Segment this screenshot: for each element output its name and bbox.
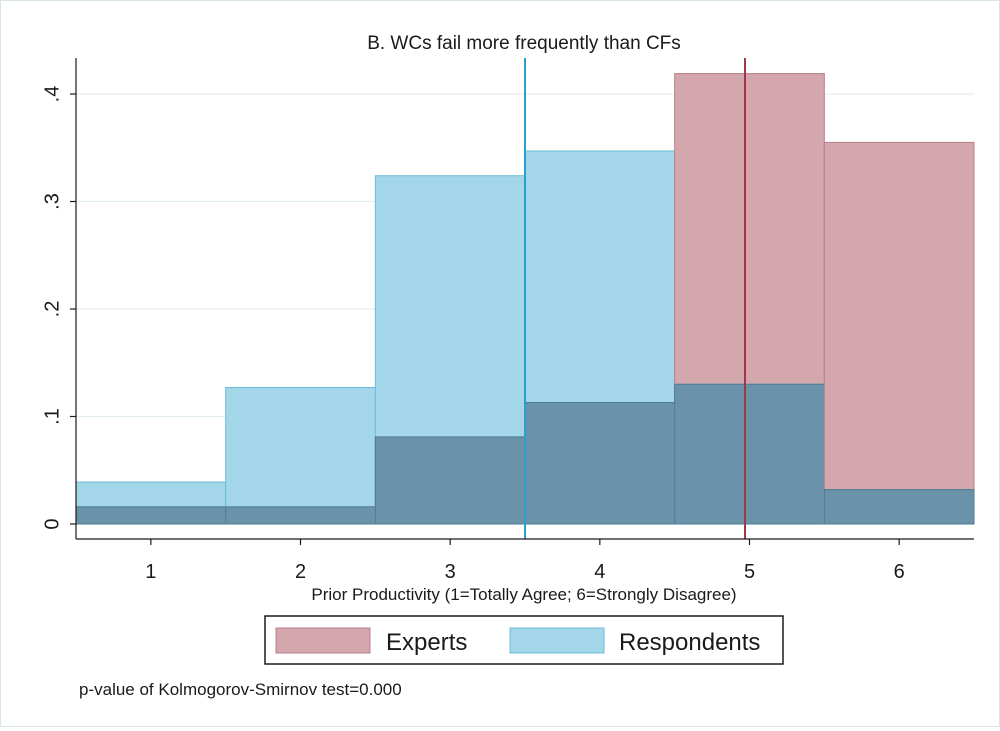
y-tick-label-1: .1	[41, 408, 63, 425]
ks-test-note: p-value of Kolmogorov-Smirnov test=0.000	[79, 680, 402, 699]
x-tick-label-1: 1	[145, 561, 156, 583]
bar-respondents-2	[225, 386, 376, 525]
axes	[75, 58, 974, 540]
bar-overlap-6	[823, 489, 975, 525]
legend-swatch-respondents	[509, 627, 605, 654]
y-tick-label-2: .2	[41, 301, 63, 318]
x-tick-label-5: 5	[744, 561, 755, 583]
chart-title: B. WCs fail more frequently than CFs	[367, 33, 681, 54]
x-tick-label-3: 3	[445, 561, 456, 583]
bar-overlap-3	[374, 436, 526, 525]
bars-layer	[75, 73, 975, 525]
bar-overlap-2	[225, 506, 376, 525]
bar-overlap-4	[524, 402, 676, 525]
y-tick-label-3: .3	[41, 193, 63, 210]
mean-lines	[524, 58, 747, 539]
x-tick-label-6: 6	[894, 561, 905, 583]
x-axis-label: Prior Productivity (1=Totally Agree; 6=S…	[311, 585, 736, 604]
legend-label-experts: Experts	[386, 629, 467, 656]
y-tick-label-4: .4	[41, 86, 63, 103]
legend: Experts Respondents	[264, 615, 784, 665]
bar-experts-6	[823, 141, 975, 525]
bar-overlap-1	[75, 506, 227, 525]
x-tick-label-2: 2	[295, 561, 306, 583]
y-axis-ticks: 0 .1 .2 .3 .4	[41, 86, 76, 530]
x-tick-label-4: 4	[594, 561, 605, 583]
legend-label-respondents: Respondents	[619, 629, 760, 656]
y-tick-label-0: 0	[41, 518, 63, 529]
x-axis-ticks: 1 2 3 4 5 6	[145, 539, 905, 583]
bar-overlap-5	[674, 383, 825, 525]
legend-swatch-experts	[275, 627, 371, 654]
